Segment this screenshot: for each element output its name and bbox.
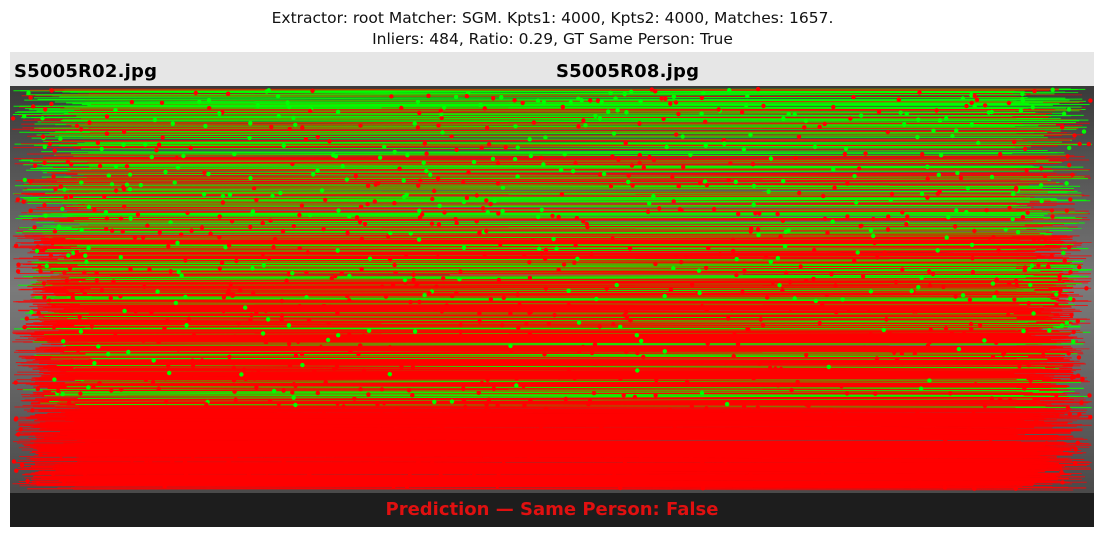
match-visualization bbox=[10, 86, 1094, 493]
match-keypoints bbox=[10, 86, 1093, 491]
match-figure: S5005R02.jpg S5005R08.jpg Prediction — S… bbox=[10, 52, 1094, 527]
figure-title-line2: Inliers: 484, Ratio: 0.29, GT Same Perso… bbox=[372, 30, 733, 48]
prediction-bar: Prediction — Same Person: False bbox=[10, 493, 1094, 527]
image-name-bar: S5005R02.jpg S5005R08.jpg bbox=[10, 52, 1094, 86]
figure-title: Extractor: root Matcher: SGM. Kpts1: 400… bbox=[0, 8, 1105, 50]
figure-title-line1: Extractor: root Matcher: SGM. Kpts1: 400… bbox=[271, 9, 834, 27]
prediction-text: Prediction — Same Person: False bbox=[385, 499, 719, 520]
right-image-name: S5005R08.jpg bbox=[556, 61, 700, 82]
left-image-name: S5005R02.jpg bbox=[14, 61, 158, 82]
match-lines bbox=[12, 88, 1092, 491]
